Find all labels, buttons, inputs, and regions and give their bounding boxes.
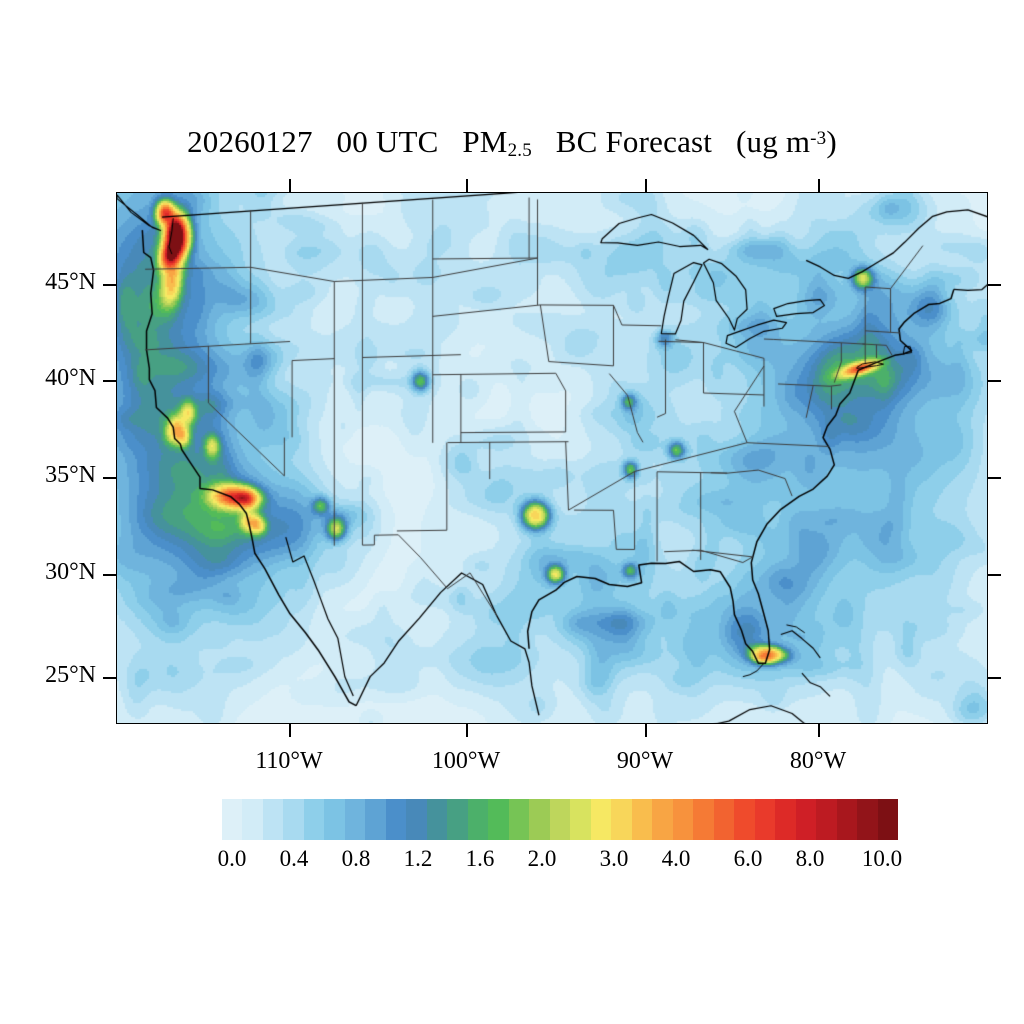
colorbar-swatch-17 <box>570 799 591 840</box>
page-title: 20260127 00 UTC PM2.5 BC Forecast (ug m-… <box>0 124 1024 162</box>
lat-tick-right-30 <box>988 574 1001 576</box>
lon-label-110: 110°W <box>255 748 323 774</box>
colorbar-tick-1p6: 1.6 <box>465 846 495 871</box>
lat-tick-left-25 <box>103 677 116 679</box>
colorbar-tick-0p8: 0.8 <box>341 846 371 871</box>
title-units-exponent: -3 <box>810 128 827 149</box>
colorbar-swatch-27 <box>775 799 796 840</box>
lat-tick-left-35 <box>103 477 116 479</box>
colorbar-swatch-26 <box>754 799 776 840</box>
lat-label-30: 30°N <box>45 559 96 585</box>
map-plot-area <box>116 192 988 724</box>
colorbar-swatch-3 <box>283 799 304 840</box>
lat-label-45: 45°N <box>45 269 96 295</box>
colorbar-swatch-15 <box>529 799 550 840</box>
colorbar-tick-0p4: 0.4 <box>279 846 309 871</box>
colorbar-tick-6p0: 6.0 <box>733 846 763 871</box>
colorbar-swatch-29 <box>816 799 837 840</box>
colorbar <box>222 799 898 840</box>
colorbar-swatch-22 <box>672 799 694 840</box>
lon-tick-bottom-80 <box>818 724 820 737</box>
colorbar-swatch-23 <box>693 799 714 840</box>
colorbar-swatch-30 <box>836 799 858 840</box>
colorbar-tick-8p0: 8.0 <box>795 846 825 871</box>
colorbar-swatch-0 <box>222 799 243 840</box>
colorbar-swatch-11 <box>447 799 468 840</box>
colorbar-tick-1p2: 1.2 <box>403 846 433 871</box>
lat-tick-right-45 <box>988 284 1001 286</box>
lon-tick-top-100 <box>466 179 468 192</box>
colorbar-swatch-28 <box>795 799 817 840</box>
title-species-subscript: 2.5 <box>507 140 532 161</box>
colorbar-swatch-5 <box>324 799 345 840</box>
lat-label-35: 35°N <box>45 462 96 488</box>
colorbar-swatch-6 <box>344 799 366 840</box>
lon-tick-top-90 <box>645 179 647 192</box>
colorbar-swatch-32 <box>877 799 898 840</box>
colorbar-swatch-13 <box>488 799 509 840</box>
colorbar-swatch-1 <box>242 799 263 840</box>
lon-tick-bottom-110 <box>289 724 291 737</box>
lat-label-25: 25°N <box>45 662 96 688</box>
colorbar-tick-0p0: 0.0 <box>217 846 247 871</box>
colorbar-swatch-25 <box>734 799 755 840</box>
lon-label-100: 100°W <box>431 748 501 774</box>
colorbar-swatch-21 <box>652 799 673 840</box>
colorbar-swatch-7 <box>365 799 386 840</box>
colorbar-swatch-20 <box>631 799 653 840</box>
colorbar-tick-3p0: 3.0 <box>599 846 629 871</box>
title-product: BC Forecast <box>555 124 713 159</box>
title-units-open: (ug m <box>735 124 811 159</box>
lat-tick-left-30 <box>103 574 116 576</box>
colorbar-tick-2p0: 2.0 <box>527 846 557 871</box>
colorbar-swatch-2 <box>262 799 284 840</box>
title-species: PM <box>462 124 508 159</box>
colorbar-swatch-16 <box>549 799 571 840</box>
title-cycle: 00 UTC <box>336 124 439 159</box>
lon-tick-top-110 <box>289 179 291 192</box>
colorbar-tick-10p0: 10.0 <box>861 846 903 871</box>
colorbar-swatch-4 <box>303 799 325 840</box>
colorbar-tick-labels: 0.0 0.4 0.8 1.2 1.6 2.0 3.0 4.0 6.0 8.0 10.0 <box>0 846 1024 876</box>
colorbar-swatch-8 <box>385 799 407 840</box>
colorbar-swatch-14 <box>508 799 530 840</box>
lon-label-90: 90°W <box>616 748 674 774</box>
lon-label-80: 80°W <box>789 748 847 774</box>
colorbar-swatch-19 <box>611 799 632 840</box>
lon-tick-bottom-90 <box>645 724 647 737</box>
colorbar-swatch-9 <box>406 799 427 840</box>
colorbar-swatch-10 <box>426 799 448 840</box>
lat-tick-left-40 <box>103 380 116 382</box>
lat-label-40: 40°N <box>45 365 96 391</box>
lat-tick-right-40 <box>988 380 1001 382</box>
colorbar-tick-4p0: 4.0 <box>661 846 691 871</box>
lat-tick-right-35 <box>988 477 1001 479</box>
title-units-close: ) <box>826 124 837 159</box>
colorbar-swatch-31 <box>857 799 878 840</box>
lat-tick-right-25 <box>988 677 1001 679</box>
colorbar-swatch-24 <box>713 799 735 840</box>
pm25-concentration-field <box>117 193 987 723</box>
colorbar-swatch-18 <box>590 799 612 840</box>
lon-tick-bottom-100 <box>466 724 468 737</box>
lon-tick-top-80 <box>818 179 820 192</box>
title-date: 20260127 <box>187 124 313 159</box>
lat-tick-left-45 <box>103 284 116 286</box>
colorbar-swatch-12 <box>467 799 489 840</box>
